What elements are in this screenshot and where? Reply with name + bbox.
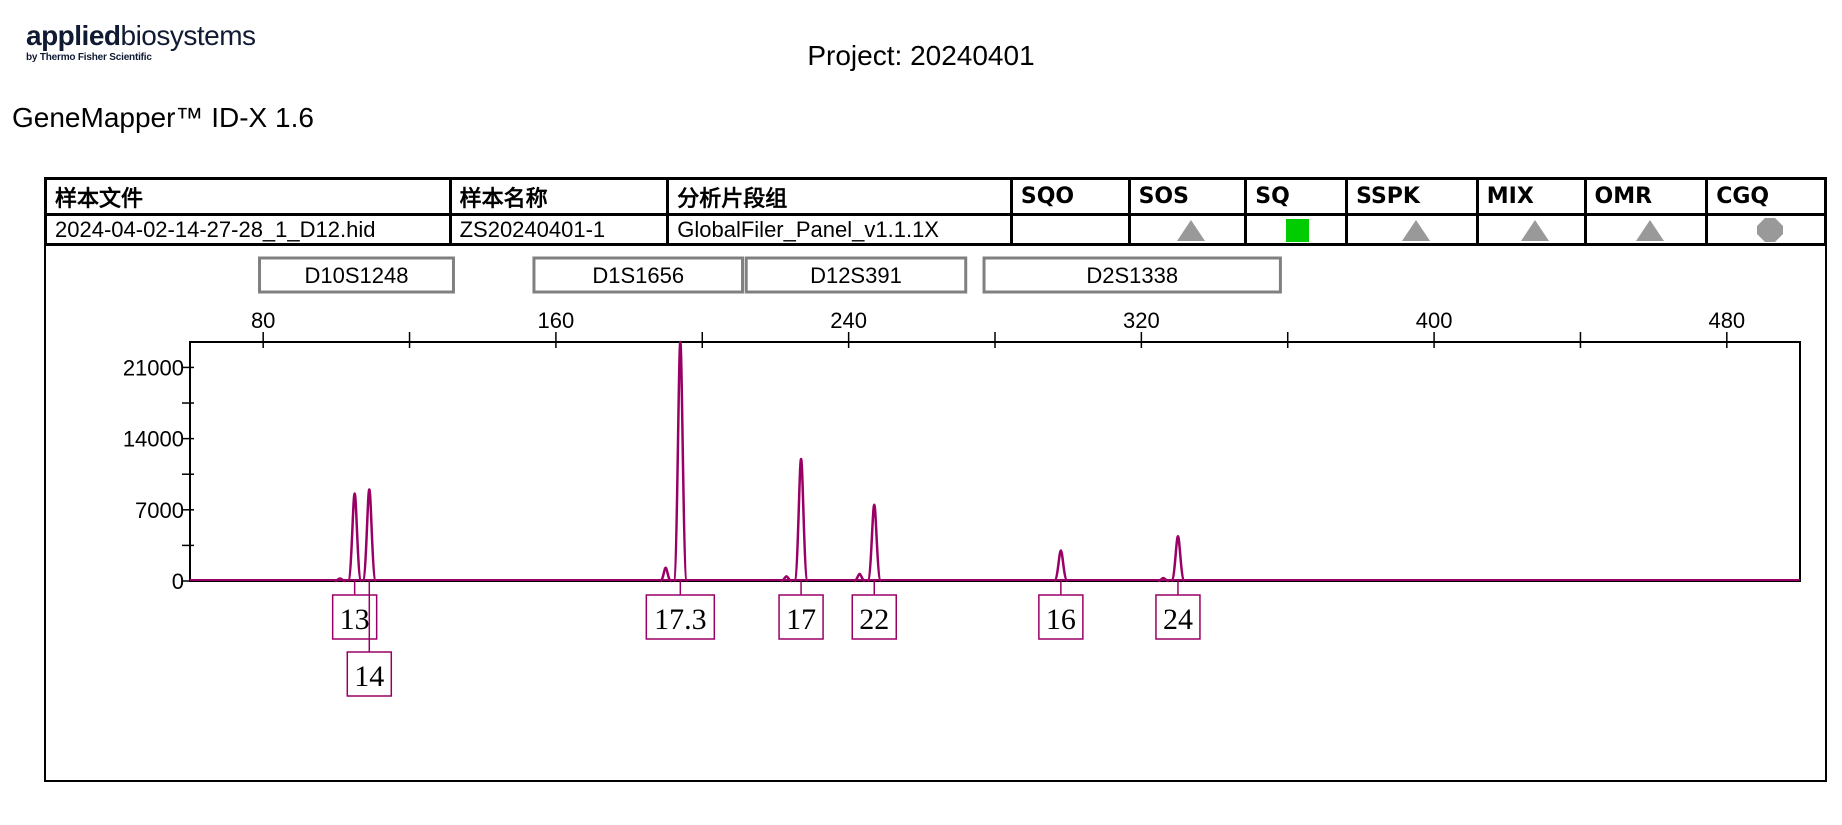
table-header-row: 样本文件 样本名称 分析片段组 SQO SOS SQ SSPK MIX OMR … [44,177,1827,216]
col-header-sos: SOS [1127,177,1248,216]
square-icon [1286,218,1310,242]
triangle-icon [1401,219,1430,241]
allele-label: 17.3 [654,603,707,636]
allele-peak [1170,535,1186,583]
allele-label: 17 [786,603,816,636]
allele-box [1038,594,1084,640]
allele-label: 24 [1163,603,1193,636]
allele-peak [866,503,883,583]
marker-label: D12S391 [810,263,902,288]
sample-file-cell: 2024-04-02-14-27-28_1_D12.hid [44,213,452,246]
allele-label: 14 [354,660,384,693]
allele-box [346,651,393,697]
mix-flag-cell [1475,213,1587,246]
col-header-sspk: SSPK [1345,177,1479,216]
allele-peak [361,488,378,583]
allele-label: 13 [340,603,370,636]
y-tick-label: 14000 [123,427,184,452]
col-header-cgq: CGQ [1705,177,1827,216]
minor-peak [1157,576,1169,583]
marker-box [532,256,745,294]
marker-box [982,256,1282,294]
col-header-omr: OMR [1583,177,1709,216]
allele-box [1155,594,1201,640]
sqo-flag-cell [1009,213,1131,246]
minor-peak [334,577,346,583]
minor-peak [659,566,672,583]
marker-box [744,256,968,294]
x-tick-label: 320 [1123,308,1160,333]
y-tick-label: 21000 [123,355,184,380]
col-header-mix: MIX [1475,177,1587,216]
x-tick-label: 80 [251,308,275,333]
y-tick-label: 7000 [135,498,184,523]
marker-label: D1S1656 [592,263,684,288]
x-tick-label: 400 [1416,308,1453,333]
x-tick-label: 160 [538,308,575,333]
sq-flag-cell [1244,213,1349,246]
sspk-flag-cell [1345,213,1479,246]
col-header-panel: 分析片段组 [666,177,1013,216]
allele-label: 22 [859,603,889,636]
marker-box [258,256,455,294]
allele-peak [346,492,363,583]
applied-biosystems-logo: appliedbiosystems by Thermo Fisher Scien… [26,20,256,64]
minor-peak [853,572,866,583]
sample-info-table: 样本文件 样本名称 分析片段组 SQO SOS SQ SSPK MIX OMR … [44,177,1827,246]
x-tick-label: 240 [830,308,867,333]
col-header-sample-name: 样本名称 [448,177,670,216]
marker-label: D2S1338 [1086,263,1178,288]
omr-flag-cell [1583,213,1709,246]
allele-peak [672,340,689,583]
allele-box [851,594,897,640]
marker-label: D10S1248 [304,263,408,288]
triangle-icon [1635,219,1664,241]
table-row: 2024-04-02-14-27-28_1_D12.hid ZS20240401… [44,213,1827,246]
plot-frame [189,341,1801,582]
allele-peak [793,457,809,583]
cgq-flag-cell [1705,213,1827,246]
panel-cell: GlobalFiler_Panel_v1.1.1X [666,213,1013,246]
software-version: GeneMapper™ ID-X 1.6 [12,102,314,133]
x-tick-label: 480 [1708,308,1745,333]
allele-box [645,594,716,640]
col-header-sample-file: 样本文件 [44,177,452,216]
minor-peak [780,575,793,583]
sample-name-cell: ZS20240401-1 [448,213,670,246]
allele-label: 16 [1046,603,1076,636]
triangle-icon [1521,219,1550,241]
col-header-sqo: SQO [1009,177,1131,216]
sos-flag-cell [1127,213,1248,246]
octagon-icon [1757,217,1784,242]
y-tick-label: 0 [172,569,184,594]
triangle-icon [1177,219,1206,241]
allele-box [778,594,824,640]
project-title: Project: 20240401 [807,40,1035,71]
col-header-sq: SQ [1244,177,1349,216]
allele-peak [1053,549,1069,583]
